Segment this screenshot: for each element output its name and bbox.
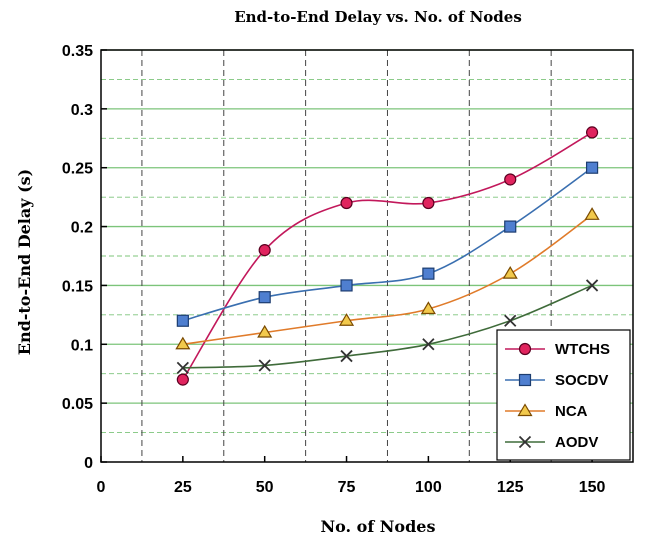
plot-area: 0 0.05 0.1 0.15 0.2 0.25 0.3 0.35 0 25 50 75 100 125 1…	[62, 43, 634, 496]
x-tick-label: 150	[579, 479, 606, 496]
legend-label-wtchs: WTCHS	[555, 341, 610, 358]
x-tick-label: 25	[174, 479, 192, 496]
y-tick-label: 0.15	[62, 278, 93, 295]
data-point-nca	[257, 324, 273, 338]
y-tick-label: 0.05	[62, 396, 93, 413]
data-point-socdv	[176, 314, 189, 327]
legend-marker-wtchs	[518, 342, 532, 356]
y-tick-label: 0.1	[71, 337, 93, 354]
x-axis-label: No. of Nodes	[321, 517, 436, 536]
data-point-socdv	[585, 161, 599, 174]
legend-label-aodv: AODV	[555, 434, 598, 451]
data-point-aodv	[258, 359, 271, 372]
data-point-nca	[420, 301, 436, 315]
legend-label-nca: NCA	[555, 403, 588, 420]
data-point-aodv	[585, 279, 599, 292]
data-point-socdv	[422, 267, 435, 280]
x-tick-label: 100	[415, 479, 442, 496]
x-tick-label: 75	[338, 479, 356, 496]
data-point-aodv	[504, 314, 517, 327]
data-point-wtchs	[258, 244, 271, 257]
data-point-wtchs	[340, 196, 353, 210]
data-point-wtchs	[585, 126, 599, 139]
y-tick-label: 0.2	[71, 220, 93, 237]
data-point-nca	[338, 313, 355, 326]
legend-marker-socdv	[518, 373, 532, 387]
y-tick-label: 0	[84, 455, 93, 472]
y-tick-label: 0.3	[71, 102, 93, 119]
chart-title: End-to-End Delay vs. No. of Nodes	[234, 8, 522, 26]
series-line-aodv	[182, 284, 593, 369]
data-point-socdv	[340, 279, 353, 292]
legend-marker-nca	[517, 403, 533, 417]
series-line-nca	[182, 214, 593, 346]
data-point-socdv	[258, 291, 271, 304]
y-tick-label: 0.35	[62, 43, 93, 60]
y-axis-label: End-to-End Delay (s)	[15, 169, 34, 355]
data-point-nca	[502, 265, 518, 279]
data-point-wtchs	[504, 173, 517, 186]
y-tick-label: 0.25	[62, 161, 93, 178]
plot-frame	[100, 49, 634, 463]
data-point-nca	[584, 207, 600, 220]
legend-marker-aodv	[518, 435, 532, 449]
data-point-wtchs	[176, 373, 189, 386]
x-tick-label: 0	[97, 479, 106, 496]
x-tick-label: 50	[256, 479, 274, 496]
data-point-socdv	[504, 220, 517, 233]
data-point-aodv	[176, 361, 189, 374]
data-point-aodv	[422, 338, 435, 351]
x-tick-label: 125	[497, 479, 524, 496]
data-point-wtchs	[422, 196, 435, 210]
data-point-aodv	[340, 349, 353, 363]
data-point-nca	[175, 336, 191, 350]
legend-box	[496, 329, 631, 461]
series-line-socdv	[182, 167, 593, 322]
legend-label-socdv: SOCDV	[555, 372, 608, 389]
